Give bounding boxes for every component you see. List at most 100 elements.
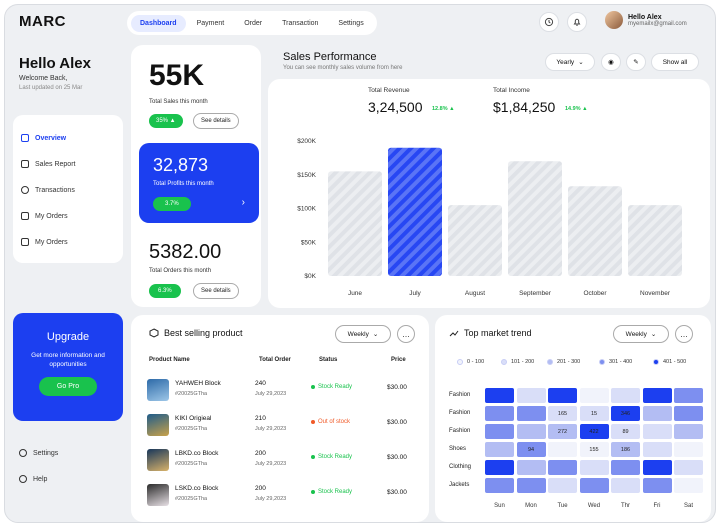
- heatmap-cell[interactable]: [516, 406, 546, 421]
- heatmap-cell[interactable]: [516, 478, 546, 493]
- heatmap-cell[interactable]: [516, 460, 546, 475]
- heatmap-cell[interactable]: 186: [611, 442, 640, 457]
- settings-link[interactable]: Settings: [19, 449, 58, 457]
- heatmap-cell[interactable]: 94: [516, 442, 546, 457]
- bar-november[interactable]: [628, 205, 682, 276]
- heatmap-cell[interactable]: [485, 424, 514, 439]
- heatmap-cell[interactable]: [548, 388, 577, 403]
- legend-item: 101 - 200: [501, 359, 534, 365]
- product-name: LBKD.co Block: [175, 450, 219, 457]
- product-price: $30.00: [387, 489, 407, 496]
- heatmap-cell[interactable]: 155: [579, 442, 609, 457]
- heatmap-cell[interactable]: [642, 406, 672, 421]
- history-icon[interactable]: [539, 12, 559, 32]
- tab-order[interactable]: Order: [244, 19, 263, 27]
- bar-june[interactable]: [328, 171, 382, 276]
- heatmap-cell[interactable]: [611, 460, 640, 475]
- tab-dashboard[interactable]: Dashboard: [131, 14, 186, 32]
- heatmap-day-label: Sun: [494, 503, 505, 509]
- heatmap-cell[interactable]: [548, 478, 577, 493]
- tab-transaction[interactable]: Transaction: [282, 19, 319, 27]
- bar-august[interactable]: [448, 205, 502, 276]
- heatmap-cell[interactable]: [485, 442, 514, 457]
- bar-october[interactable]: [568, 186, 622, 276]
- heatmap-cell[interactable]: [485, 460, 514, 475]
- bar-july[interactable]: [388, 147, 442, 276]
- total-income-value: $1,84,250: [493, 99, 556, 115]
- table-row[interactable]: YAHWEH Block #20025GTha 240 July 29,2023…: [139, 373, 411, 407]
- heatmap-cell[interactable]: [642, 388, 672, 403]
- market-period-dropdown[interactable]: Weekly ⌄: [613, 325, 669, 343]
- heatmap-cell[interactable]: 422: [579, 424, 609, 439]
- bar-september[interactable]: [508, 161, 562, 276]
- heatmap-cell[interactable]: [674, 388, 703, 403]
- heatmap-cell[interactable]: [485, 388, 514, 403]
- heatmap-cell[interactable]: [674, 478, 703, 493]
- heatmap-cell[interactable]: 15: [579, 406, 609, 421]
- product-price: $30.00: [387, 454, 407, 461]
- sales-see-details-button[interactable]: See details: [193, 113, 239, 129]
- status-dot: [311, 490, 315, 494]
- heatmap-cell[interactable]: [611, 388, 640, 403]
- legend-swatch: [547, 359, 553, 365]
- edit-icon[interactable]: ✎: [626, 53, 646, 71]
- legend-label: 301 - 400: [609, 359, 633, 365]
- tab-payment[interactable]: Payment: [196, 19, 225, 27]
- show-all-button[interactable]: Show all: [651, 53, 699, 71]
- table-row[interactable]: LBKD.co Block #20025GTha 200 July 29,202…: [139, 443, 411, 477]
- y-tick-label: $0K: [304, 273, 316, 280]
- heatmap-cell[interactable]: [548, 442, 577, 457]
- go-pro-button[interactable]: Go Pro: [38, 377, 98, 396]
- heatmap-cell[interactable]: [579, 388, 609, 403]
- tab-settings[interactable]: Settings: [338, 19, 364, 27]
- heatmap-cell[interactable]: 89: [611, 424, 640, 439]
- top-nav: Dashboard Payment Order Transaction Sett…: [127, 11, 377, 35]
- help-link[interactable]: Help: [19, 475, 47, 483]
- sidebar-item-transactions[interactable]: Transactions: [21, 177, 115, 203]
- period-value: Weekly: [625, 330, 647, 338]
- period-dropdown[interactable]: Yearly ⌄: [545, 53, 595, 71]
- heatmap-row-label: Fashion: [449, 428, 471, 434]
- app-frame: MARC Dashboard Payment Order Transaction…: [4, 4, 716, 523]
- y-tick-label: $150K: [297, 172, 316, 179]
- heatmap-cell[interactable]: 272: [548, 424, 577, 439]
- orders-see-details-button[interactable]: See details: [193, 283, 239, 299]
- heatmap-cell[interactable]: [548, 460, 577, 475]
- best-selling-period-dropdown[interactable]: Weekly ⌄: [335, 325, 391, 343]
- heatmap-cell[interactable]: 165: [548, 406, 577, 421]
- heatmap-cell[interactable]: [485, 406, 514, 421]
- total-profits-value: 32,873: [153, 155, 209, 175]
- heatmap-cell[interactable]: [642, 478, 672, 493]
- sidebar-item-overview[interactable]: Overview: [21, 125, 115, 151]
- heatmap-cell[interactable]: [674, 406, 703, 421]
- sidebar-item-my-orders-2[interactable]: My Orders: [21, 229, 115, 255]
- best-selling-header: Best selling product: [149, 328, 243, 338]
- heatmap-cell[interactable]: [579, 460, 609, 475]
- product-total-order: 200: [255, 450, 266, 457]
- heatmap-cell[interactable]: 346: [611, 406, 640, 421]
- heatmap-cell[interactable]: [516, 424, 546, 439]
- settings-label: Settings: [33, 449, 59, 457]
- heatmap-cell[interactable]: [611, 478, 640, 493]
- heatmap-cell[interactable]: [485, 478, 514, 493]
- table-row[interactable]: LSKD.co Block #20025GTha 200 July 29,202…: [139, 478, 411, 512]
- table-row[interactable]: KIKI Origieal #20025GTha 210 July 29,202…: [139, 408, 411, 442]
- heatmap-cell[interactable]: [642, 424, 672, 439]
- heatmap-cell[interactable]: [579, 478, 609, 493]
- bell-icon[interactable]: [567, 12, 587, 32]
- user-profile[interactable]: Hello Alex myemailx@gmail.com: [605, 11, 687, 29]
- user-email: myemailx@gmail.com: [628, 20, 687, 27]
- col-header-product: Product Name: [149, 357, 190, 363]
- profits-card[interactable]: 32,873 Total Profits this month 3.7% ›: [139, 143, 259, 223]
- heatmap-cell[interactable]: [674, 442, 703, 457]
- eye-icon[interactable]: ◉: [601, 53, 621, 71]
- sidebar-item-my-orders[interactable]: My Orders: [21, 203, 115, 229]
- more-icon[interactable]: …: [397, 325, 415, 343]
- more-icon[interactable]: …: [675, 325, 693, 343]
- heatmap-cell[interactable]: [516, 388, 546, 403]
- sidebar-item-sales-report[interactable]: Sales Report: [21, 151, 115, 177]
- heatmap-cell[interactable]: [642, 442, 672, 457]
- heatmap-cell[interactable]: [674, 424, 703, 439]
- heatmap-cell[interactable]: [674, 460, 703, 475]
- heatmap-cell[interactable]: [642, 460, 672, 475]
